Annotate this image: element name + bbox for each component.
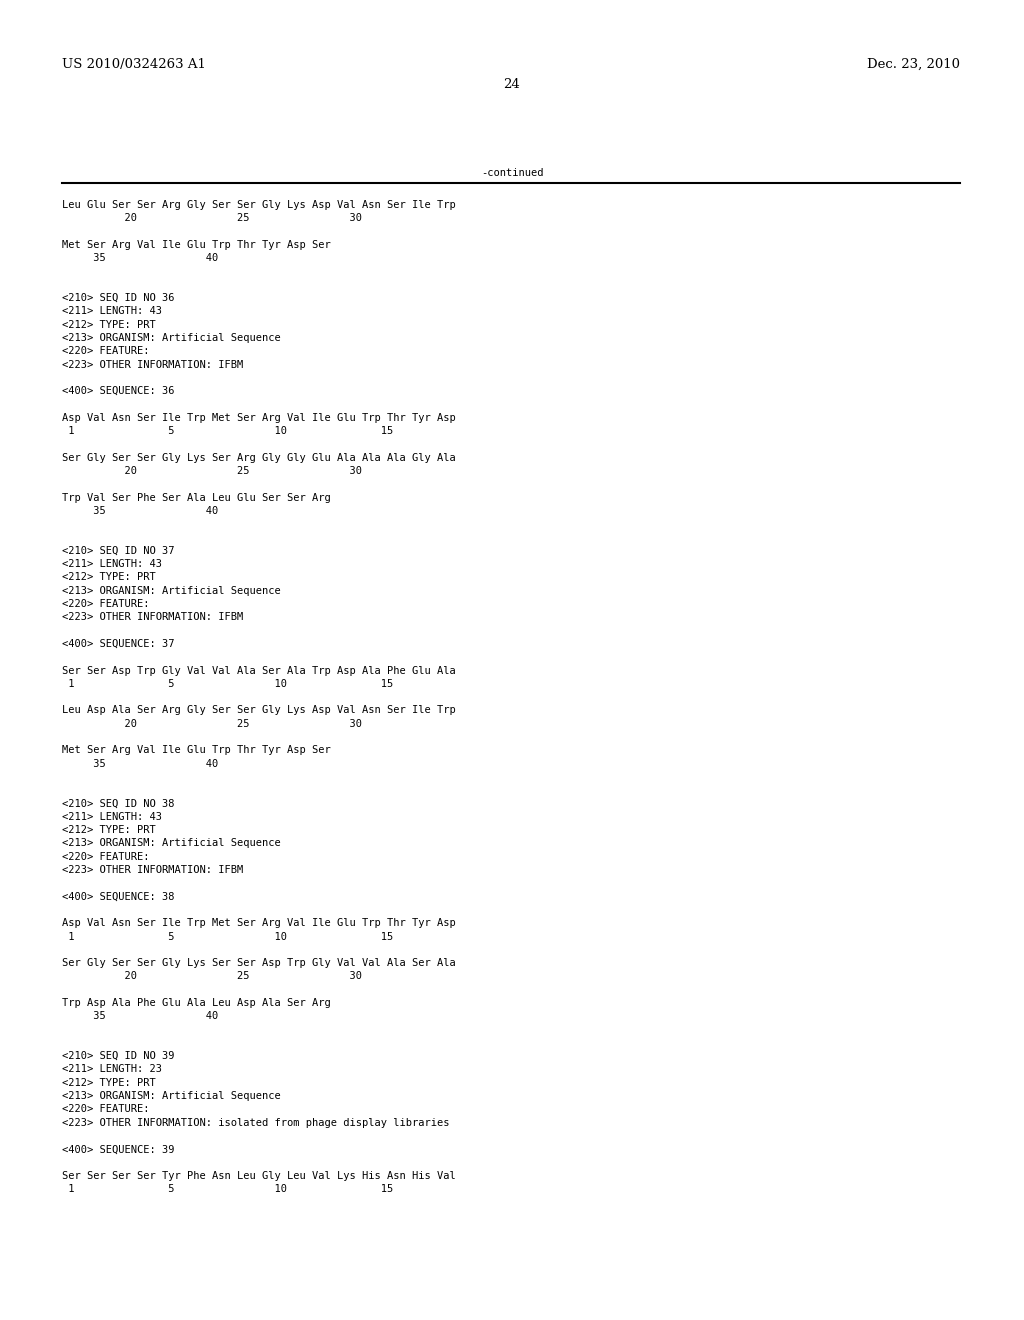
Text: 20                25                30: 20 25 30 bbox=[62, 718, 362, 729]
Text: 35                40: 35 40 bbox=[62, 506, 218, 516]
Text: Met Ser Arg Val Ile Glu Trp Thr Tyr Asp Ser: Met Ser Arg Val Ile Glu Trp Thr Tyr Asp … bbox=[62, 746, 331, 755]
Text: <223> OTHER INFORMATION: IFBM: <223> OTHER INFORMATION: IFBM bbox=[62, 865, 244, 875]
Text: 1               5                10               15: 1 5 10 15 bbox=[62, 932, 393, 941]
Text: <220> FEATURE:: <220> FEATURE: bbox=[62, 346, 150, 356]
Text: 35                40: 35 40 bbox=[62, 1011, 218, 1022]
Text: <220> FEATURE:: <220> FEATURE: bbox=[62, 851, 150, 862]
Text: 20                25                30: 20 25 30 bbox=[62, 466, 362, 477]
Text: 20                25                30: 20 25 30 bbox=[62, 214, 362, 223]
Text: Ser Ser Ser Ser Tyr Phe Asn Leu Gly Leu Val Lys His Asn His Val: Ser Ser Ser Ser Tyr Phe Asn Leu Gly Leu … bbox=[62, 1171, 456, 1181]
Text: <400> SEQUENCE: 38: <400> SEQUENCE: 38 bbox=[62, 891, 174, 902]
Text: Asp Val Asn Ser Ile Trp Met Ser Arg Val Ile Glu Trp Thr Tyr Asp: Asp Val Asn Ser Ile Trp Met Ser Arg Val … bbox=[62, 919, 456, 928]
Text: 24: 24 bbox=[504, 78, 520, 91]
Text: <220> FEATURE:: <220> FEATURE: bbox=[62, 1105, 150, 1114]
Text: Asp Val Asn Ser Ile Trp Met Ser Arg Val Ile Glu Trp Thr Tyr Asp: Asp Val Asn Ser Ile Trp Met Ser Arg Val … bbox=[62, 413, 456, 422]
Text: <223> OTHER INFORMATION: isolated from phage display libraries: <223> OTHER INFORMATION: isolated from p… bbox=[62, 1118, 450, 1127]
Text: 35                40: 35 40 bbox=[62, 253, 218, 263]
Text: <223> OTHER INFORMATION: IFBM: <223> OTHER INFORMATION: IFBM bbox=[62, 612, 244, 622]
Text: Met Ser Arg Val Ile Glu Trp Thr Tyr Asp Ser: Met Ser Arg Val Ile Glu Trp Thr Tyr Asp … bbox=[62, 240, 331, 249]
Text: Trp Asp Ala Phe Glu Ala Leu Asp Ala Ser Arg: Trp Asp Ala Phe Glu Ala Leu Asp Ala Ser … bbox=[62, 998, 331, 1008]
Text: Trp Val Ser Phe Ser Ala Leu Glu Ser Ser Arg: Trp Val Ser Phe Ser Ala Leu Glu Ser Ser … bbox=[62, 492, 331, 503]
Text: Ser Gly Ser Ser Gly Lys Ser Arg Gly Gly Glu Ala Ala Ala Gly Ala: Ser Gly Ser Ser Gly Lys Ser Arg Gly Gly … bbox=[62, 453, 456, 463]
Text: <212> TYPE: PRT: <212> TYPE: PRT bbox=[62, 825, 156, 836]
Text: US 2010/0324263 A1: US 2010/0324263 A1 bbox=[62, 58, 206, 71]
Text: <213> ORGANISM: Artificial Sequence: <213> ORGANISM: Artificial Sequence bbox=[62, 838, 281, 849]
Text: <212> TYPE: PRT: <212> TYPE: PRT bbox=[62, 573, 156, 582]
Text: 1               5                10               15: 1 5 10 15 bbox=[62, 1184, 393, 1195]
Text: <211> LENGTH: 43: <211> LENGTH: 43 bbox=[62, 306, 162, 317]
Text: <211> LENGTH: 43: <211> LENGTH: 43 bbox=[62, 560, 162, 569]
Text: <210> SEQ ID NO 37: <210> SEQ ID NO 37 bbox=[62, 545, 174, 556]
Text: <211> LENGTH: 43: <211> LENGTH: 43 bbox=[62, 812, 162, 822]
Text: Leu Glu Ser Ser Arg Gly Ser Ser Gly Lys Asp Val Asn Ser Ile Trp: Leu Glu Ser Ser Arg Gly Ser Ser Gly Lys … bbox=[62, 201, 456, 210]
Text: <400> SEQUENCE: 36: <400> SEQUENCE: 36 bbox=[62, 387, 174, 396]
Text: <223> OTHER INFORMATION: IFBM: <223> OTHER INFORMATION: IFBM bbox=[62, 359, 244, 370]
Text: <220> FEATURE:: <220> FEATURE: bbox=[62, 599, 150, 609]
Text: <211> LENGTH: 23: <211> LENGTH: 23 bbox=[62, 1064, 162, 1074]
Text: <213> ORGANISM: Artificial Sequence: <213> ORGANISM: Artificial Sequence bbox=[62, 333, 281, 343]
Text: <400> SEQUENCE: 39: <400> SEQUENCE: 39 bbox=[62, 1144, 174, 1154]
Text: 35                40: 35 40 bbox=[62, 759, 218, 768]
Text: Ser Ser Asp Trp Gly Val Val Ala Ser Ala Trp Asp Ala Phe Glu Ala: Ser Ser Asp Trp Gly Val Val Ala Ser Ala … bbox=[62, 665, 456, 676]
Text: <210> SEQ ID NO 39: <210> SEQ ID NO 39 bbox=[62, 1051, 174, 1061]
Text: <212> TYPE: PRT: <212> TYPE: PRT bbox=[62, 1078, 156, 1088]
Text: 1               5                10               15: 1 5 10 15 bbox=[62, 678, 393, 689]
Text: -continued: -continued bbox=[480, 168, 544, 178]
Text: Ser Gly Ser Ser Gly Lys Ser Ser Asp Trp Gly Val Val Ala Ser Ala: Ser Gly Ser Ser Gly Lys Ser Ser Asp Trp … bbox=[62, 958, 456, 968]
Text: <212> TYPE: PRT: <212> TYPE: PRT bbox=[62, 319, 156, 330]
Text: 1               5                10               15: 1 5 10 15 bbox=[62, 426, 393, 436]
Text: <213> ORGANISM: Artificial Sequence: <213> ORGANISM: Artificial Sequence bbox=[62, 586, 281, 595]
Text: Leu Asp Ala Ser Arg Gly Ser Ser Gly Lys Asp Val Asn Ser Ile Trp: Leu Asp Ala Ser Arg Gly Ser Ser Gly Lys … bbox=[62, 705, 456, 715]
Text: 20                25                30: 20 25 30 bbox=[62, 972, 362, 981]
Text: Dec. 23, 2010: Dec. 23, 2010 bbox=[867, 58, 961, 71]
Text: <210> SEQ ID NO 38: <210> SEQ ID NO 38 bbox=[62, 799, 174, 808]
Text: <210> SEQ ID NO 36: <210> SEQ ID NO 36 bbox=[62, 293, 174, 304]
Text: <400> SEQUENCE: 37: <400> SEQUENCE: 37 bbox=[62, 639, 174, 649]
Text: <213> ORGANISM: Artificial Sequence: <213> ORGANISM: Artificial Sequence bbox=[62, 1092, 281, 1101]
